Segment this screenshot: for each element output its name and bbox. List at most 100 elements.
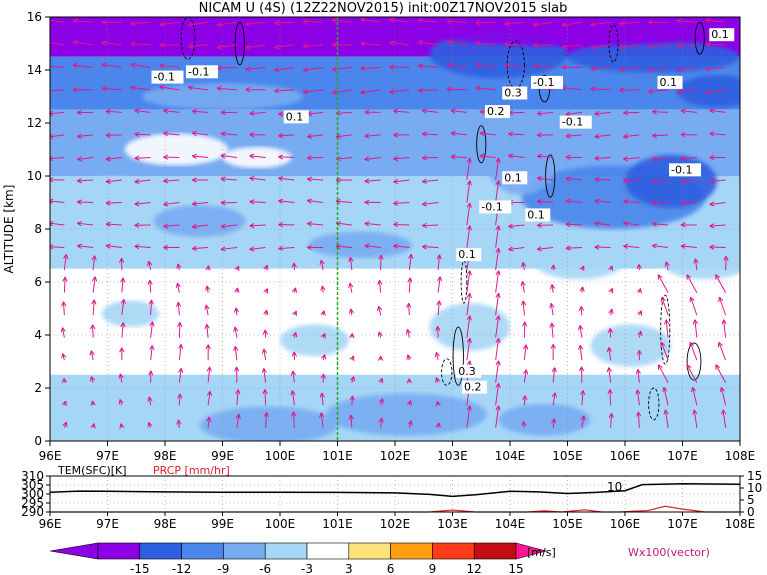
wind-vector [278,133,295,139]
wind-vector [364,133,381,139]
wind-vector [479,153,496,159]
wind-vector [245,21,266,27]
wind-vector [163,244,180,251]
wind-vector [206,366,212,383]
contour-line [476,125,487,164]
shading-patch [590,324,671,367]
wind-vector [206,390,213,406]
wind-vector [709,201,726,207]
wind-vector [175,282,181,293]
wind-vector [607,327,614,338]
wind-vector [523,344,529,361]
contour-label-bg [525,208,551,222]
wind-vector [76,178,94,184]
colorbar-tick-label: -6 [259,562,271,575]
y-tick-label: 4 [34,328,42,342]
wind-vector [331,89,352,95]
wind-vector [61,301,67,316]
wind-vector [261,348,268,361]
wind-vector [406,400,413,406]
wind-vector [205,344,211,361]
wind-vector [191,223,209,230]
wind-vector [590,86,611,92]
wind-vector [680,200,697,207]
colorbar-swatch [390,542,433,560]
wind-vector [134,131,151,137]
wind-vector [689,296,698,316]
wind-vector [417,63,439,69]
wind-vector [50,198,65,204]
wind-vector [446,62,467,68]
wind-vector [709,178,726,184]
wind-vector [536,110,554,117]
wind-vector [120,277,126,293]
wind-vector [635,389,641,406]
colorbar-tick-label: 9 [429,562,437,575]
wind-vector [565,245,582,251]
wind-vector [405,328,411,338]
wind-vector [495,180,501,203]
shading-patch [153,205,246,237]
wind-vector [466,315,472,338]
wind-vector [177,393,183,406]
wind-vector [249,132,266,138]
wind-vector [504,41,525,48]
wind-vector [466,225,472,248]
wind-vector [262,389,268,406]
contour-label-bg [531,75,563,89]
wind-vector [623,199,640,205]
wind-vector [278,176,295,182]
wind-vector [349,355,355,361]
wind-vector [479,130,496,137]
y-tick-label: 14 [27,63,42,77]
wind-vector [594,133,611,139]
wind-vector [360,89,381,95]
wind-vector [580,390,586,406]
wind-vector [149,321,155,338]
x-tick-label: 96E [39,449,62,463]
wind-vector [536,222,554,228]
contour-label-bg [502,86,528,100]
wind-vector [495,382,501,406]
wind-vector [206,416,212,428]
wind-vector [291,287,298,293]
wind-vector [178,368,184,383]
surface-panel: TEM(SFC)[K] PRCP [mm/hr] 10 310305300295… [21,464,762,531]
wind-vector [72,18,94,24]
tem-legend-label: TEM(SFC)[K] [57,464,127,477]
wind-vector [263,288,269,294]
colorbar-swatch [306,542,350,560]
wind-vector [550,264,556,271]
wind-vector [262,329,269,338]
wind-vector [163,154,180,160]
x-tick-label: 108E [725,517,756,531]
shading-patch [84,176,142,203]
wind-vector [63,253,69,271]
wind-vector [278,222,295,228]
wind-vector [623,243,640,250]
wind-vector [660,341,669,361]
wind-vector [291,411,297,428]
wind-vector [536,198,554,205]
contour-label-bg [283,110,309,124]
wind-vector [60,327,66,338]
wind-vector [348,308,355,316]
contour-label-bg [186,65,218,79]
contour-label: 0.1 [660,76,678,89]
x-tick-label: 97E [96,517,119,531]
wind-vector [406,302,412,316]
wind-vector [594,176,611,183]
shading-patch [199,406,338,441]
shading-patch [498,403,591,436]
wind-vector [692,409,698,428]
wind-vector [302,66,324,73]
colorbar-unit: [m/s] [527,546,556,559]
wind-vector [147,279,153,293]
wind-vector [680,132,697,138]
wind-vector [348,256,354,271]
shading-patch [665,252,740,280]
wind-vector [705,89,726,95]
wind-vector [436,276,443,293]
wind-vector [76,221,94,227]
